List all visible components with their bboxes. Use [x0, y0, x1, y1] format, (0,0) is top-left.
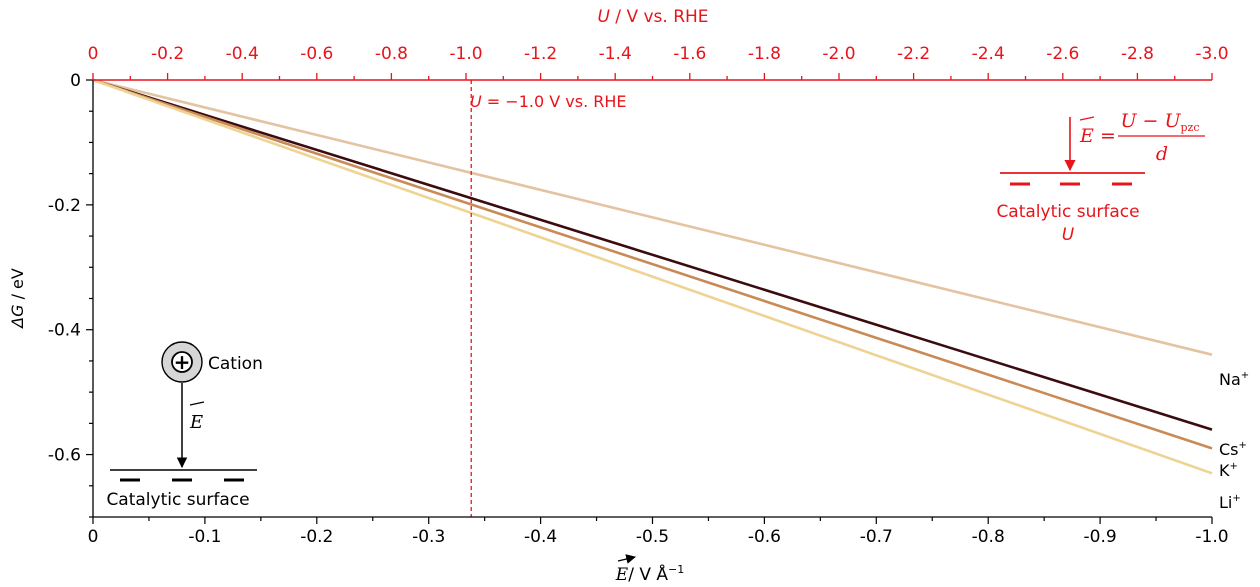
- top-tick-label: 0: [88, 44, 99, 64]
- top-tick-label: -3.0: [1195, 44, 1228, 64]
- top-tick-label: -2.2: [897, 44, 930, 64]
- top-tick-label: -2.8: [1121, 44, 1154, 64]
- top-tick-label: -1.8: [748, 44, 781, 64]
- equals-sign: =: [1100, 125, 1116, 147]
- top-potential-axis: 0 -0.2 -0.4 -0.6 -0.8 -1.0 -1.2 -1.4 -1.6 -1.8 -2.…: [88, 44, 1229, 81]
- equation-numerator: U − Upzc: [1120, 110, 1199, 134]
- series-line-cs: [92, 78, 1213, 431]
- inset-field-equation: E = U − Upzc d Catalytic surface U: [996, 110, 1205, 245]
- x-tick-label: -0.5: [636, 527, 669, 547]
- y-tick-label: 0: [70, 71, 81, 91]
- top-tick-label: -1.6: [673, 44, 706, 64]
- top-tick-label: -1.0: [449, 44, 482, 64]
- top-tick-label: -0.2: [151, 44, 184, 64]
- field-symbol-vector-arrow: [189, 401, 205, 406]
- top-tick-label: -0.8: [375, 44, 408, 64]
- y-axis: 0 -0.2 -0.4 -0.6: [48, 71, 94, 518]
- y-tick-label: -0.6: [48, 446, 81, 466]
- top-tick-label: -2.4: [972, 44, 1005, 64]
- x-tick-label: -0.4: [524, 527, 557, 547]
- field-symbol: E: [189, 412, 203, 433]
- x-tick-label: -0.3: [412, 527, 445, 547]
- surface-label: Catalytic surface: [996, 202, 1139, 222]
- series-layer: [92, 78, 1213, 475]
- y-axis-title: ΔG / eV: [8, 268, 27, 330]
- x-tick-label: -0.7: [860, 527, 893, 547]
- inset-cation-diagram: + Cation E Catalytic surface: [106, 341, 263, 510]
- top-tick-label: -2.6: [1046, 44, 1079, 64]
- x-tick-label: 0: [88, 527, 99, 547]
- y-tick-label: -0.4: [48, 321, 81, 341]
- surface-label: Catalytic surface: [106, 490, 249, 510]
- series-line-li: [92, 78, 1213, 475]
- x-tick-label: -0.1: [188, 527, 221, 547]
- x-tick-label: -0.2: [300, 527, 333, 547]
- top-tick-label: -1.4: [599, 44, 632, 64]
- series-label-li: Li+: [1219, 493, 1241, 512]
- x-tick-label: -1.0: [1195, 527, 1228, 547]
- series-labels: Na+ Cs+ K+ Li+: [1219, 370, 1249, 512]
- x-tick-label: -0.8: [972, 527, 1005, 547]
- potential-label: U: [1062, 225, 1075, 245]
- equation-denominator: d: [1156, 143, 1168, 165]
- top-axis-title: U / V vs. RHE: [597, 7, 708, 27]
- y-tick-label: -0.2: [48, 196, 81, 216]
- top-tick-label: -2.0: [822, 44, 855, 64]
- plus-sign: +: [174, 350, 191, 374]
- cation-label: Cation: [208, 354, 263, 374]
- series-label-k: K+: [1219, 461, 1238, 480]
- reference-line-label: U = −1.0 V vs. RHE: [470, 92, 627, 111]
- top-tick-label: -1.2: [524, 44, 557, 64]
- top-tick-label: -0.4: [226, 44, 259, 64]
- series-line-k: [92, 78, 1213, 450]
- series-label-na: Na+: [1219, 370, 1249, 389]
- x-axis-title: E/ V Å−1: [615, 563, 684, 585]
- field-symbol: E: [1079, 125, 1094, 147]
- x-axis: 0 -0.1 -0.2 -0.3 -0.4 -0.5 -0.6 -0.7 -0.8 -0.9 -1.…: [88, 516, 1229, 547]
- x-tick-label: -0.6: [748, 527, 781, 547]
- top-tick-label: -0.6: [300, 44, 333, 64]
- series-line-na: [92, 78, 1213, 356]
- x-axis-title-vector-arrow: [617, 554, 636, 564]
- x-tick-label: -0.9: [1084, 527, 1117, 547]
- series-label-cs: Cs+: [1219, 440, 1247, 459]
- field-symbol-vector-arrow: [1079, 116, 1095, 121]
- plus-badge: [171, 351, 193, 373]
